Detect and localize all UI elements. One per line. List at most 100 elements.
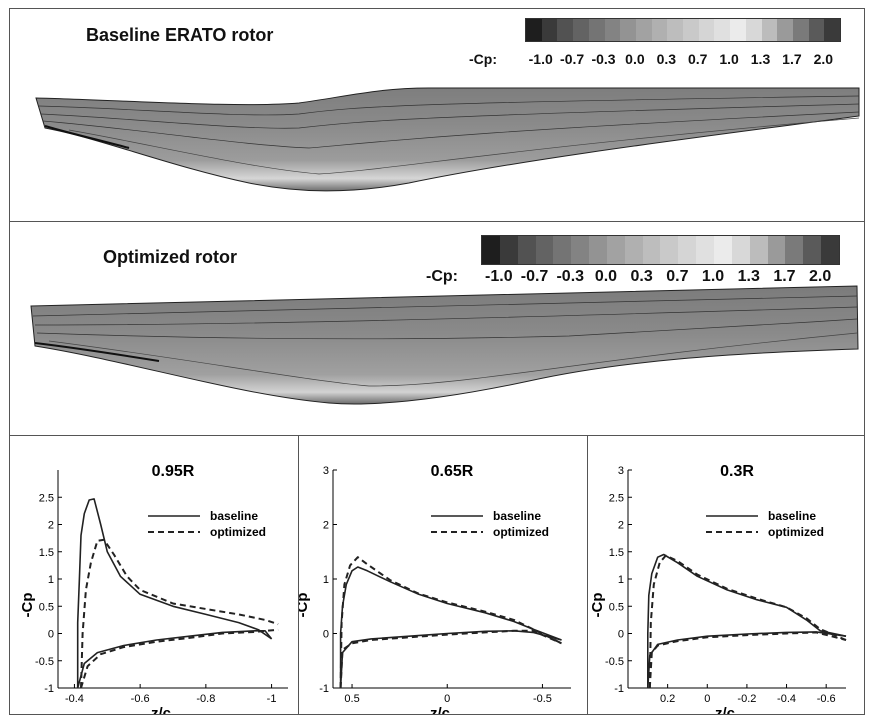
series-line-optimized-lower (339, 629, 562, 689)
series-line-optimized-lower (648, 631, 847, 689)
y-tick-label: 0 (323, 629, 329, 641)
y-tick-label: -1 (614, 683, 624, 695)
y-tick-label: 1.5 (609, 547, 624, 559)
colorbar-swatch (557, 19, 574, 41)
colorbar-swatch (651, 19, 668, 41)
y-axis-label: -Cp (589, 593, 606, 618)
y-tick-label: 0 (618, 629, 624, 641)
colorbar-swatch (745, 19, 762, 41)
optimized-panel-title: Optimized rotor (103, 247, 237, 267)
series-line-optimized-lower (80, 628, 279, 689)
colorbar-tick-label: 1.0 (719, 51, 739, 67)
colorbar-swatch (667, 19, 684, 41)
y-axis-label: -Cp (299, 593, 311, 618)
optimized-colorbar-label: -Cp: (426, 268, 458, 285)
colorbar-swatch (731, 236, 750, 264)
series-line-baseline-upper (646, 553, 847, 688)
optimized-colorbar-ticks: -1.0 -0.7 -0.3 0.0 0.3 0.7 1.0 1.3 1.7 2.0 (481, 268, 838, 288)
colorbar-tick-label: 0.3 (656, 51, 677, 67)
y-tick-label: -0.5 (605, 656, 624, 668)
colorbar-swatch (624, 236, 643, 264)
x-tick-label: -0.2 (737, 693, 756, 705)
legend-label-baseline: baseline (768, 509, 816, 523)
colorbar-swatch (714, 19, 731, 41)
colorbar-swatch (808, 19, 825, 41)
y-tick-label: 3 (323, 465, 329, 477)
colorbar-tick-label: -1.0 (528, 51, 553, 67)
y-tick-label: 2 (48, 520, 54, 532)
legend-label-optimized: optimized (493, 525, 549, 539)
cp-chart-0.3R: -1 -0.5 0 0.5 1 1.5 2 2.5 3 0.2 0 -0.2 -0.4 -0.6 z/c -C… (589, 463, 847, 719)
colorbar-swatch (749, 236, 768, 264)
colorbar-tick-label: -1.0 (485, 268, 513, 285)
colorbar-tick-label: 0.7 (666, 268, 689, 285)
baseline-contour-panel: Baseline ERATO rotor -Cp: -1.0 -0.7 -0.3 0.… (9, 8, 865, 222)
y-tick-label: 2 (323, 520, 329, 532)
colorbar-swatch (573, 19, 589, 41)
colorbar-tick-label: 1.3 (750, 51, 771, 67)
x-axis-label: z/c (430, 705, 450, 714)
chart-panel-0.3R: -1 -0.5 0 0.5 1 1.5 2 2.5 3 0.2 0 -0.2 -0.4 -0.6 z/c -C… (587, 435, 865, 719)
y-tick-label: -1 (319, 683, 329, 695)
colorbar-tick-label: 1.7 (773, 268, 796, 285)
series-line-optimized-upper (648, 554, 847, 689)
colorbar-swatch (821, 236, 839, 264)
baseline-colorbar-label: -Cp: (469, 51, 497, 67)
colorbar-swatch (642, 236, 661, 264)
colorbar-swatch (824, 19, 841, 41)
legend-label-baseline: baseline (210, 509, 258, 523)
y-tick-label: 0.5 (39, 601, 54, 613)
x-tick-label: 0.2 (660, 693, 675, 705)
cp-chart-0.95R: -1 -0.5 0 0.5 1 1.5 2 2.5 -0.4 -0.6 -0.8 -1 z/c -Cp 0.… (19, 463, 288, 719)
colorbar-tick-label: 2.0 (813, 51, 834, 67)
series-line-optimized-upper (80, 538, 279, 689)
colorbar-tick-label: -0.7 (560, 51, 585, 67)
chart-title: 0.65R (431, 463, 474, 480)
y-tick-label: 1 (618, 574, 624, 586)
colorbar-swatch (730, 19, 746, 41)
colorbar-swatch (588, 19, 605, 41)
x-tick-label: -1 (267, 693, 277, 705)
y-tick-label: 1 (323, 574, 329, 586)
colorbar-swatch (553, 236, 572, 264)
colorbar-swatch (635, 19, 652, 41)
colorbar-swatch (713, 236, 732, 264)
y-tick-label: -0.5 (35, 656, 54, 668)
y-tick-label: 2 (618, 520, 624, 532)
colorbar-tick-label: -0.3 (556, 268, 585, 285)
optimized-colorbar (481, 235, 840, 265)
y-tick-label: 2.5 (609, 492, 624, 504)
chart-title: 0.95R (152, 463, 195, 480)
y-tick-label: 2.5 (39, 492, 54, 504)
x-tick-label: -0.8 (196, 693, 215, 705)
colorbar-tick-label: 0.0 (594, 268, 618, 285)
legend-label-optimized: optimized (768, 525, 824, 539)
colorbar-tick-label: 1.0 (701, 268, 725, 285)
x-tick-label: -0.4 (777, 693, 796, 705)
x-tick-label: -0.5 (533, 693, 552, 705)
x-tick-label: -0.6 (131, 693, 150, 705)
colorbar-swatch (571, 236, 590, 264)
colorbar-swatch (698, 19, 715, 41)
optimized-contour-panel: Optimized rotor -Cp: -1.0 -0.7 -0.3 0.0 0.3 0… (9, 221, 865, 436)
chart-panel-0.65R: -1 0 1 2 3 0.5 0 -0.5 z/c -Cp 0.65R baseline optimiz… (294, 435, 588, 719)
baseline-blade-contour (35, 87, 860, 192)
y-tick-label: 0.5 (609, 601, 624, 613)
chart-title: 0.3R (720, 463, 754, 480)
optimized-blade-contour (30, 285, 859, 405)
colorbar-swatch (589, 236, 607, 264)
x-tick-label: 0 (444, 693, 450, 705)
colorbar-swatch (526, 19, 542, 41)
colorbar-swatch (604, 19, 621, 41)
x-tick-label: -0.4 (65, 693, 84, 705)
colorbar-swatch (541, 19, 558, 41)
colorbar-swatch (683, 19, 699, 41)
y-tick-label: 3 (618, 465, 624, 477)
colorbar-swatch (785, 236, 804, 264)
colorbar-tick-label: 1.3 (737, 268, 760, 285)
y-axis-label: -Cp (19, 593, 36, 618)
colorbar-tick-label: 2.0 (809, 268, 832, 285)
baseline-colorbar-ticks: -1.0 -0.7 -0.3 0.0 0.3 0.7 1.0 1.3 1.7 2.0 (525, 51, 839, 69)
colorbar-swatch (606, 236, 625, 264)
legend-label-optimized: optimized (210, 525, 266, 539)
